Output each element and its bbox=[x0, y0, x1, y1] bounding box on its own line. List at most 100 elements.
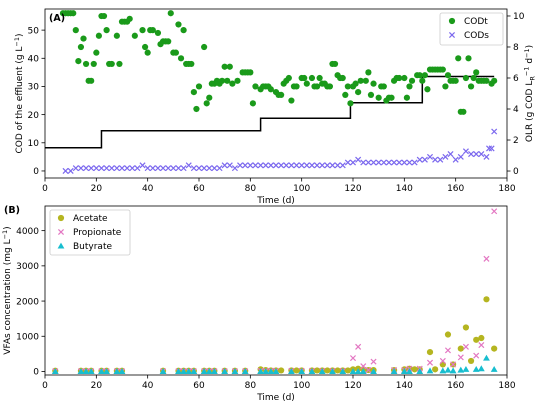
acetate-point bbox=[473, 336, 480, 343]
acetate-point bbox=[344, 367, 351, 374]
cods-point bbox=[160, 165, 167, 172]
legend-marker bbox=[448, 17, 456, 25]
cods-point bbox=[406, 159, 413, 166]
butyrate-point bbox=[477, 365, 485, 372]
cods-point bbox=[385, 159, 392, 166]
propionate-point bbox=[365, 367, 372, 374]
cods-point bbox=[319, 162, 326, 169]
codt-point bbox=[229, 80, 236, 87]
x-tick-label: 0 bbox=[42, 381, 48, 391]
cods-point bbox=[447, 151, 454, 158]
cods-point bbox=[293, 162, 300, 169]
codt-point bbox=[421, 72, 428, 79]
codt-point bbox=[100, 12, 108, 20]
cods-point bbox=[211, 165, 218, 172]
propionate-point bbox=[478, 342, 485, 349]
cods-point bbox=[421, 156, 428, 163]
x-tick-label: 160 bbox=[447, 381, 464, 391]
codt-point bbox=[288, 97, 295, 104]
series-codt bbox=[59, 10, 498, 115]
codt-point bbox=[116, 60, 123, 68]
x-tick-label: 120 bbox=[344, 184, 361, 194]
codt-point bbox=[70, 10, 77, 17]
y-tick-label: 1000 bbox=[16, 332, 39, 342]
cods-point bbox=[462, 148, 469, 155]
codt-point bbox=[355, 88, 362, 96]
codt-point bbox=[175, 21, 182, 28]
butyrate-point bbox=[190, 368, 198, 375]
propionate-point bbox=[450, 361, 457, 368]
y-left-label-sup: −1 bbox=[13, 37, 21, 47]
series-olr-line bbox=[45, 75, 495, 149]
cods-point bbox=[185, 162, 192, 169]
acetate-point bbox=[278, 367, 285, 374]
legend: CODt CODs bbox=[439, 12, 504, 46]
butyrate-point bbox=[406, 368, 413, 375]
cods-point bbox=[124, 165, 131, 172]
legend-label: Acetate bbox=[73, 214, 108, 224]
acetate-point bbox=[426, 349, 434, 356]
codt-point bbox=[367, 91, 375, 99]
y-right-tick-label: 10 bbox=[513, 12, 525, 22]
x-tick-label: 140 bbox=[396, 184, 413, 194]
propionate-point bbox=[370, 358, 377, 365]
y-right-tick-label: 0 bbox=[513, 167, 519, 177]
cods-point bbox=[93, 165, 100, 172]
cods-point bbox=[144, 165, 151, 172]
codt-point bbox=[108, 60, 115, 68]
legend-marker bbox=[448, 31, 456, 39]
propionate-point bbox=[457, 354, 464, 361]
cods-point bbox=[262, 162, 269, 169]
butyrate-point bbox=[329, 368, 336, 375]
legend-marker bbox=[57, 242, 65, 249]
cods-point bbox=[473, 151, 480, 158]
cods-point bbox=[175, 165, 182, 172]
propionate-point bbox=[360, 363, 367, 370]
y-right-label-base: OLR (g COD L bbox=[525, 81, 535, 142]
cods-point bbox=[349, 159, 357, 166]
cods-point bbox=[401, 159, 408, 166]
x-tick-label: 40 bbox=[142, 381, 154, 391]
cods-point bbox=[488, 145, 495, 152]
codt-point bbox=[190, 88, 197, 96]
codt-point bbox=[342, 91, 349, 99]
codt-point bbox=[172, 49, 179, 56]
butyrate-point bbox=[490, 365, 498, 372]
butyrate-point bbox=[426, 367, 434, 374]
codt-point bbox=[491, 77, 498, 84]
cods-point bbox=[216, 165, 223, 172]
y-left-axis-label: COD of the effluent (g L−1) bbox=[13, 33, 25, 153]
y-right-label-sub: R bbox=[529, 76, 537, 81]
codt-point bbox=[344, 83, 351, 90]
codt-point bbox=[219, 77, 226, 84]
codt-point bbox=[149, 27, 156, 34]
butyrate-point bbox=[462, 365, 470, 372]
butyrate-point bbox=[308, 368, 316, 375]
codt-point bbox=[455, 55, 462, 62]
butyrate-point bbox=[180, 368, 187, 375]
butyrate-point bbox=[457, 366, 465, 373]
codt-point bbox=[462, 74, 470, 82]
codt-point bbox=[357, 77, 364, 84]
legend: Acetate Propionate Butyrate bbox=[49, 209, 131, 256]
codt-point bbox=[249, 100, 256, 107]
x-tick-label: 80 bbox=[245, 381, 257, 391]
cods-point bbox=[113, 165, 120, 172]
codt-point bbox=[416, 72, 423, 79]
butyrate-point bbox=[241, 368, 249, 375]
y-left-tick-label: 10 bbox=[28, 139, 40, 149]
codt-point bbox=[95, 32, 102, 39]
x-tick-label: 120 bbox=[344, 381, 361, 391]
codt-point bbox=[419, 77, 426, 84]
cods-point bbox=[267, 162, 274, 169]
x-tick-label: 40 bbox=[142, 184, 154, 194]
cods-point bbox=[77, 165, 84, 172]
butyrate-point bbox=[257, 368, 264, 375]
cods-point bbox=[339, 162, 346, 169]
propionate-point bbox=[473, 352, 480, 359]
y-left-label-base: COD of the effluent (g L bbox=[15, 47, 25, 154]
y-label-base: VFAs concentration (mg L bbox=[3, 239, 13, 354]
cods-point bbox=[98, 165, 105, 172]
cods-point bbox=[391, 159, 398, 166]
butyrate-point bbox=[77, 368, 85, 375]
